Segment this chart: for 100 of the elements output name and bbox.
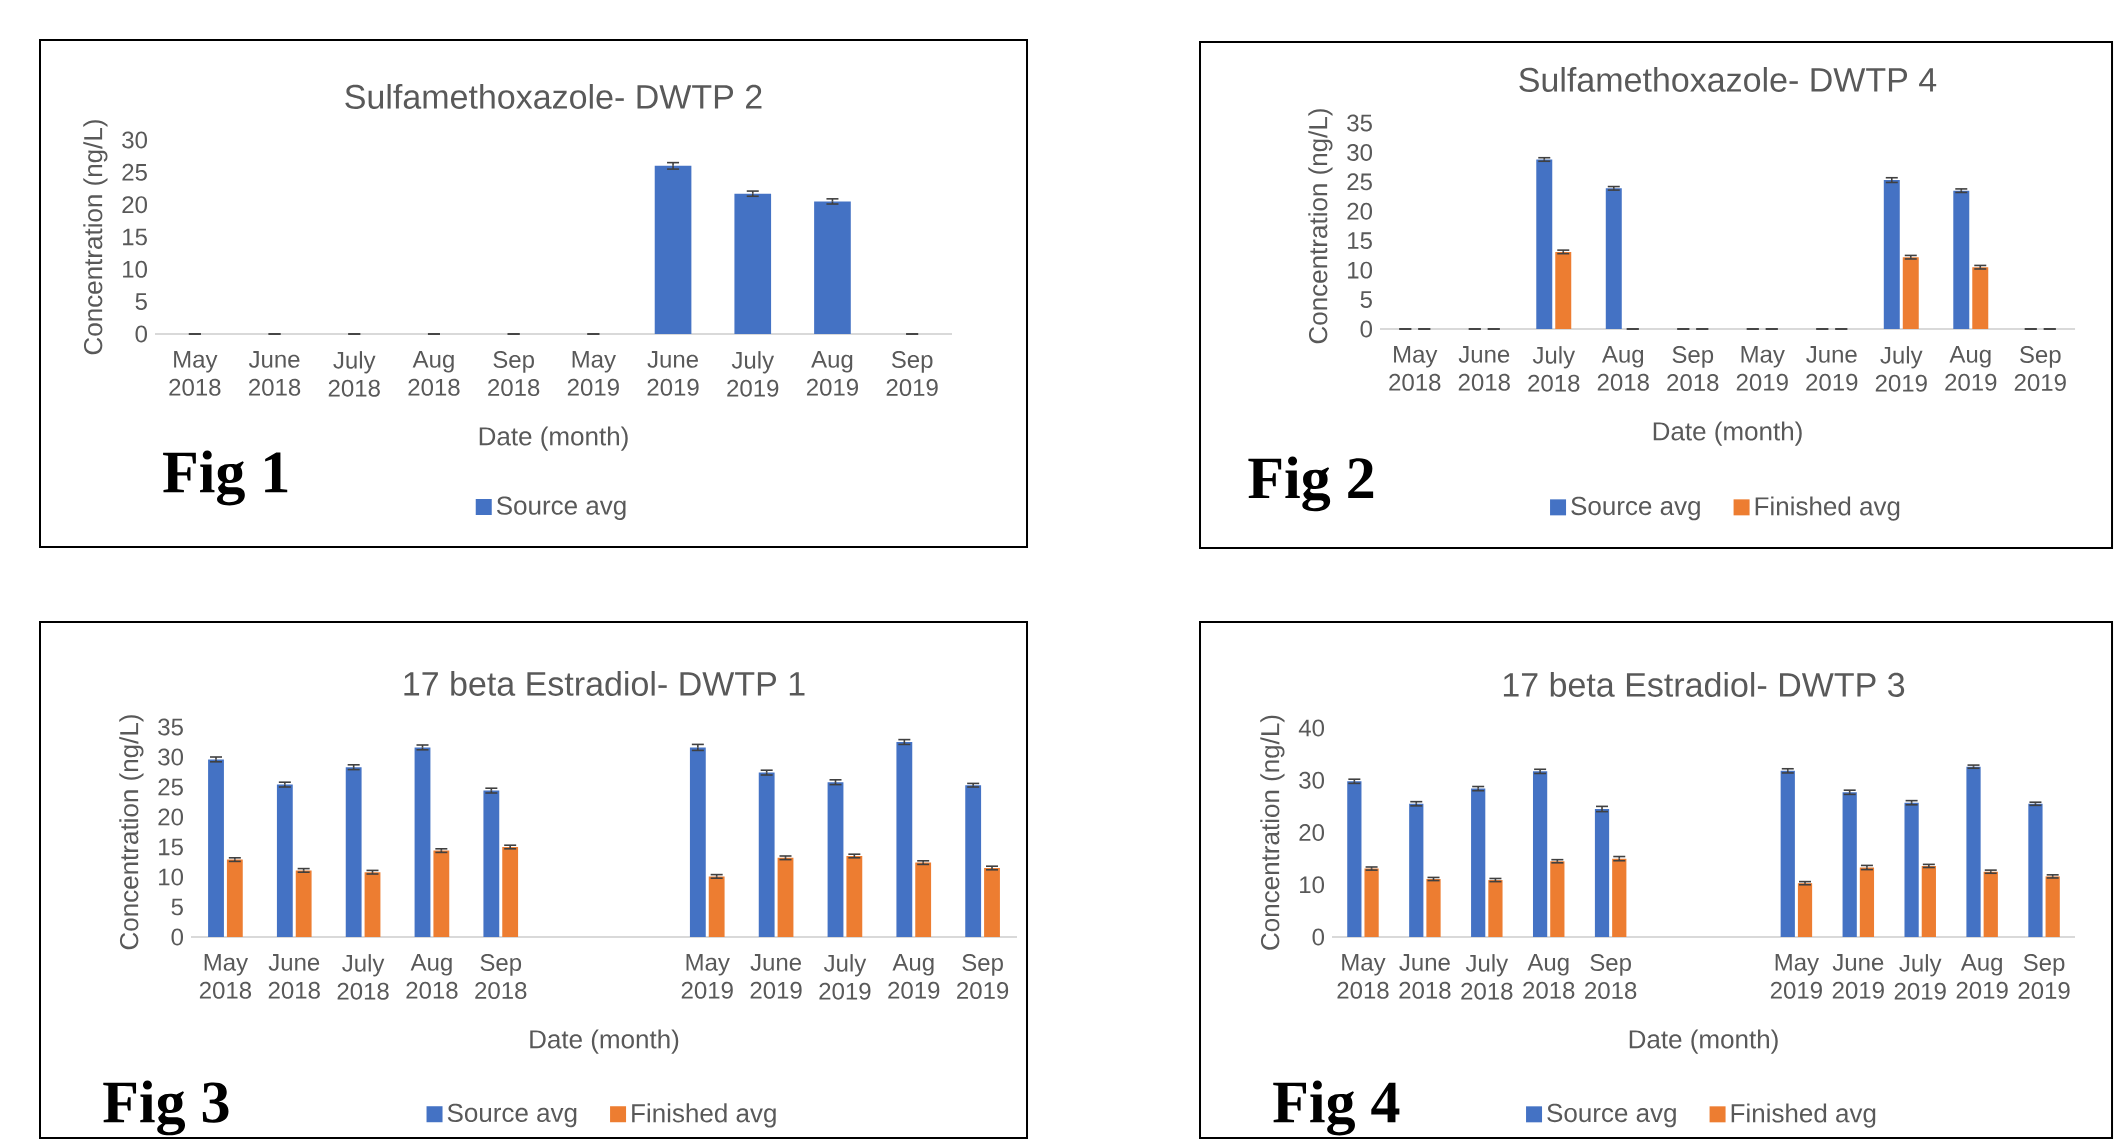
chart-title: 17 beta Estradiol- DWTP 1 [404, 670, 805, 696]
x-tick-label: June 2019 [1832, 954, 1884, 999]
x-tick-label: July 2018 [328, 351, 380, 397]
bar [1921, 865, 1936, 937]
x-tick-label: June 2019 [1806, 346, 1858, 391]
bar [777, 857, 794, 937]
bar [345, 767, 362, 937]
bar [915, 862, 932, 937]
x-axis-title: Date (month) [530, 1029, 679, 1054]
y-tick-label: 20 [1299, 823, 1325, 841]
bar [276, 784, 293, 937]
x-tick-label: June 2018 [268, 954, 320, 999]
y-tick-label: 0 [171, 928, 184, 946]
x-tick-label: June 2018 [248, 351, 301, 396]
x-axis-title: Date (month) [1653, 421, 1802, 446]
bar [1902, 257, 1919, 329]
y-tick-label: 15 [159, 838, 183, 856]
bar [1904, 802, 1919, 937]
y-tick-label: 15 [123, 228, 147, 246]
x-tick-label: Sep 2019 [2014, 346, 2066, 392]
bar [1859, 867, 1875, 937]
bar [1605, 188, 1622, 329]
y-tick-label: 25 [1347, 173, 1372, 191]
bar [654, 165, 692, 334]
bar [1409, 803, 1424, 937]
x-tick-label: May 2018 [1337, 954, 1389, 999]
x-tick-label: Aug 2019 [1945, 346, 1997, 391]
x-tick-label: July 2018 [1528, 346, 1580, 392]
x-tick-label: Aug 2018 [1523, 954, 1575, 999]
bar [814, 201, 851, 334]
bar [1550, 861, 1565, 937]
y-axis-title: Concentration (ng/L) [1308, 109, 1333, 344]
legend-label: Source avg [447, 1103, 577, 1128]
bar [1797, 883, 1813, 937]
caption: Fig 3 [103, 1080, 229, 1136]
bar [758, 772, 775, 937]
bar [502, 846, 519, 937]
y-tick-label: 20 [122, 196, 148, 214]
y-tick-label: 25 [158, 778, 183, 796]
bar [1471, 788, 1486, 937]
y-tick-label: 30 [158, 748, 184, 766]
bar [1426, 878, 1441, 937]
bar [1612, 858, 1627, 937]
x-tick-label: Sep 2018 [475, 954, 527, 1000]
bar [1983, 871, 1998, 937]
y-tick-label: 10 [159, 868, 184, 886]
bar [295, 870, 312, 937]
bar [734, 193, 772, 334]
bar [846, 855, 863, 937]
bar [1488, 880, 1503, 937]
bar [708, 876, 725, 937]
y-axis-title: Concentration (ng/L) [83, 120, 108, 355]
x-tick-label: July 2019 [1894, 954, 1946, 1000]
y-tick-label: 0 [1312, 928, 1325, 946]
y-tick-label: 5 [171, 898, 183, 916]
y-tick-label: 30 [1299, 771, 1325, 789]
y-tick-label: 35 [158, 718, 183, 736]
x-tick-label: Aug 2018 [1597, 346, 1649, 391]
y-tick-label: 25 [122, 163, 147, 181]
bar [1364, 868, 1379, 937]
y-tick-label: 20 [1347, 202, 1373, 220]
x-tick-label: Sep 2019 [886, 351, 938, 397]
y-tick-label: 10 [1300, 876, 1325, 894]
legend-label: Source avg [1571, 496, 1700, 521]
x-tick-label: May 2019 [1736, 346, 1788, 391]
bar [414, 747, 431, 937]
x-tick-label: Sep 2018 [1585, 954, 1637, 1000]
legend-label: Source avg [1547, 1103, 1676, 1128]
legend-label: Finished avg [1755, 496, 1900, 521]
x-tick-label: July 2019 [1875, 346, 1927, 392]
caption: Fig 1 [163, 450, 288, 506]
x-tick-label: June 2018 [1458, 346, 1510, 391]
x-tick-label: May 2018 [169, 351, 221, 396]
bar [1594, 808, 1610, 937]
x-tick-label: June 2018 [1399, 954, 1451, 999]
bar [483, 790, 500, 937]
y-tick-label: 30 [122, 131, 148, 149]
bar [689, 747, 706, 937]
bar [364, 872, 381, 937]
x-tick-label: Sep 2019 [2018, 954, 2070, 1000]
x-tick-label: June 2019 [647, 351, 699, 396]
x-tick-label: Aug 2019 [888, 954, 940, 999]
bar [965, 785, 982, 937]
legend-label: Source avg [496, 496, 626, 520]
y-tick-label: 5 [135, 293, 147, 310]
legend-label: Finished avg [632, 1103, 776, 1128]
caption: Fig 2 [1248, 456, 1374, 512]
bar [2045, 876, 2060, 937]
bar [433, 850, 450, 937]
bar [1532, 771, 1548, 937]
bar [1555, 251, 1572, 329]
bar [1780, 770, 1795, 937]
y-tick-label: 0 [135, 325, 148, 343]
bar [1347, 781, 1362, 937]
x-axis-title: Date (month) [1629, 1029, 1778, 1054]
bar [208, 759, 224, 937]
x-tick-label: Sep 2018 [1667, 346, 1719, 392]
x-tick-label: Sep 2019 [957, 954, 1009, 1000]
bar [2028, 803, 2043, 937]
x-tick-label: Aug 2019 [806, 351, 858, 396]
